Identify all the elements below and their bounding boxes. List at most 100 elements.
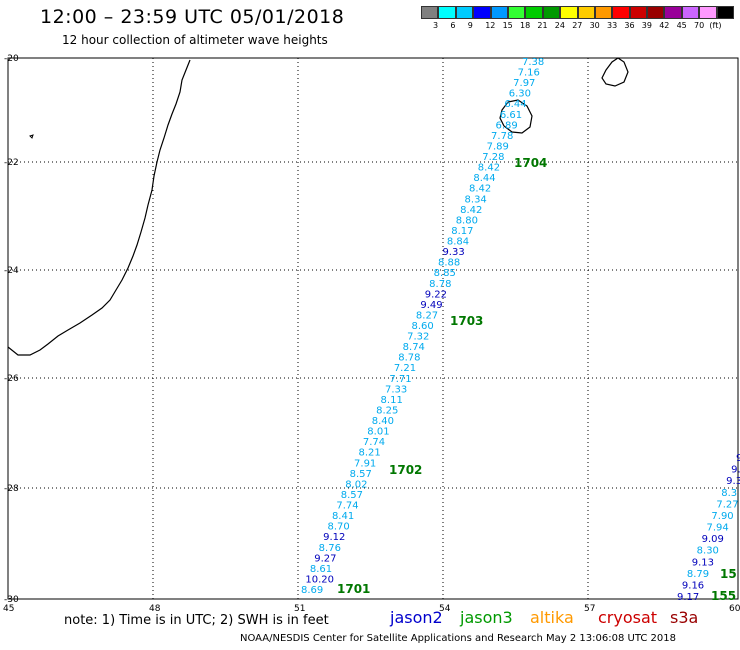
- legend-label: 27: [572, 21, 583, 30]
- latitude-tick: -24: [4, 266, 19, 276]
- latitude-tick: -30: [4, 595, 19, 605]
- legend-swatch: [594, 6, 613, 19]
- swh-value-label: 8.42: [478, 163, 500, 174]
- legend-swatch: [507, 6, 526, 19]
- swh-value-label: 9.49: [420, 300, 442, 311]
- swh-value-label: 8.57: [341, 490, 363, 501]
- swh-value-label: 8.61: [310, 564, 332, 575]
- legend-swatch: [542, 6, 561, 19]
- satellite-jason2: jason2: [390, 608, 443, 627]
- pass-time-label: 1702: [389, 463, 422, 477]
- swh-value-label: 8.40: [372, 416, 394, 427]
- pass-time-label: 1701: [337, 582, 370, 596]
- legend-label: 6: [450, 21, 456, 30]
- legend-swatch: [681, 6, 700, 19]
- swh-value-label: 8.79: [687, 569, 709, 580]
- pass-time-label: 1704: [514, 156, 547, 170]
- swh-value-label: 7.78: [491, 131, 513, 142]
- swh-value-label: 10.20: [305, 574, 334, 585]
- swh-value-label: 7.28: [482, 152, 504, 163]
- graticule: [8, 58, 738, 599]
- legend-label: 39: [641, 21, 652, 30]
- satellite-altika: altika: [530, 608, 574, 627]
- swh-value-label: 7.21: [394, 363, 416, 374]
- legend-label: 33: [607, 21, 618, 30]
- color-legend: 3 6 9 12 15 18 21 24 27 30 33 36 39 42 45 70 (ft): [421, 6, 735, 33]
- legend-swatch: [664, 6, 682, 19]
- legend-swatch: [455, 6, 474, 19]
- latitude-tick: -28: [4, 484, 19, 494]
- swh-value-label: 7.16: [518, 68, 540, 79]
- swh-value-label: 8.44: [473, 173, 495, 184]
- latitude-labels: -20 -22 -24 -26 -28 -30: [4, 54, 19, 605]
- pass-time-label: 1703: [450, 314, 483, 328]
- swh-value-label: 7.89: [487, 141, 509, 152]
- swh-value-label: 9.13: [692, 557, 714, 568]
- map-title: 12:00 – 23:59 UTC 05/01/2018: [40, 6, 345, 28]
- legend-label: 36: [624, 21, 635, 30]
- small-island: [29, 134, 34, 139]
- swh-value-label: 8.84: [447, 237, 469, 248]
- legend-label: 42: [659, 21, 670, 30]
- swh-value-label: 7.74: [363, 437, 385, 448]
- satellite-s3a: s3a: [670, 608, 699, 627]
- swh-value-label: 7.90: [711, 511, 733, 522]
- swh-value-label: 8.01: [367, 427, 389, 438]
- legend-label: 3: [433, 21, 439, 30]
- legend-label: 12: [485, 21, 496, 30]
- swh-value-label: 8.76: [319, 543, 341, 554]
- legend-swatch: [438, 6, 456, 19]
- longitude-tick: 60: [729, 604, 740, 614]
- legend-label: 15: [502, 21, 513, 30]
- legend-label: 30: [589, 21, 600, 30]
- swh-value-label: 8.27: [416, 310, 438, 321]
- legend-swatch: [629, 6, 648, 19]
- swh-value-label: 9.22: [425, 289, 447, 300]
- swh-value-label: 8.85: [434, 268, 456, 279]
- longitude-tick: 48: [149, 604, 161, 614]
- swh-value-label: 8.41: [332, 511, 354, 522]
- longitude-tick: 54: [439, 604, 451, 614]
- legend-labels: 3 6 9 12 15 18 21 24 27 30 33 36 39 42 45 70 (ft): [421, 19, 734, 33]
- swh-value-label: 6.61: [500, 110, 522, 121]
- legend-swatch: [560, 6, 578, 19]
- footer-credit: NOAA/NESDIS Center for Satellite Applica…: [240, 633, 676, 644]
- swh-value-label: 9.16: [682, 580, 704, 591]
- swh-value-label: 7.74: [336, 501, 358, 512]
- swh-value-label: 6.44: [504, 99, 526, 110]
- swh-value-label: 8.60: [412, 321, 434, 332]
- swh-value-label: 8.02: [345, 479, 367, 490]
- swh-value-label: 8.42: [460, 205, 482, 216]
- swh-value-label: 8.70: [328, 522, 350, 533]
- legend-label: 9: [467, 21, 473, 30]
- legend-swatch: [473, 6, 491, 19]
- swh-value-label: 7.91: [354, 458, 376, 469]
- swh-value-label: 7.94: [707, 523, 729, 534]
- swh-value-label: 8.25: [376, 405, 398, 416]
- swh-value-label: 6.89: [495, 120, 517, 131]
- longitude-labels: 45 48 51 54 57 60: [3, 604, 740, 614]
- swh-value-label: 8.42: [469, 184, 491, 195]
- legend-swatch: [612, 6, 630, 19]
- swh-value-label: 8.78: [398, 353, 420, 364]
- madagascar-coastline: [7, 59, 191, 356]
- legend-swatch: [525, 6, 543, 19]
- swh-value-label: 8.3: [721, 488, 737, 499]
- legend-label: (ft): [709, 21, 722, 30]
- legend-swatch: [647, 6, 665, 19]
- legend-swatch: [421, 6, 439, 19]
- longitude-tick: 45: [3, 604, 14, 614]
- longitude-tick: 57: [584, 604, 595, 614]
- swh-value-label: 9.09: [702, 534, 724, 545]
- swh-value-label: 6.30: [509, 89, 531, 100]
- time-labels: 1704 1703 1702 1701 15 155: [337, 156, 737, 603]
- swh-value-label: 8.34: [465, 194, 487, 205]
- swh-value-label: 9: [736, 453, 740, 464]
- map-subtitle: 12 hour collection of altimeter wave hei…: [62, 33, 328, 47]
- swh-value-label: 9.12: [323, 532, 345, 543]
- legend-label: 18: [520, 21, 531, 30]
- latitude-tick: -22: [4, 158, 19, 168]
- swh-value-label: 8.69: [301, 585, 323, 596]
- legend-swatch: [490, 6, 508, 19]
